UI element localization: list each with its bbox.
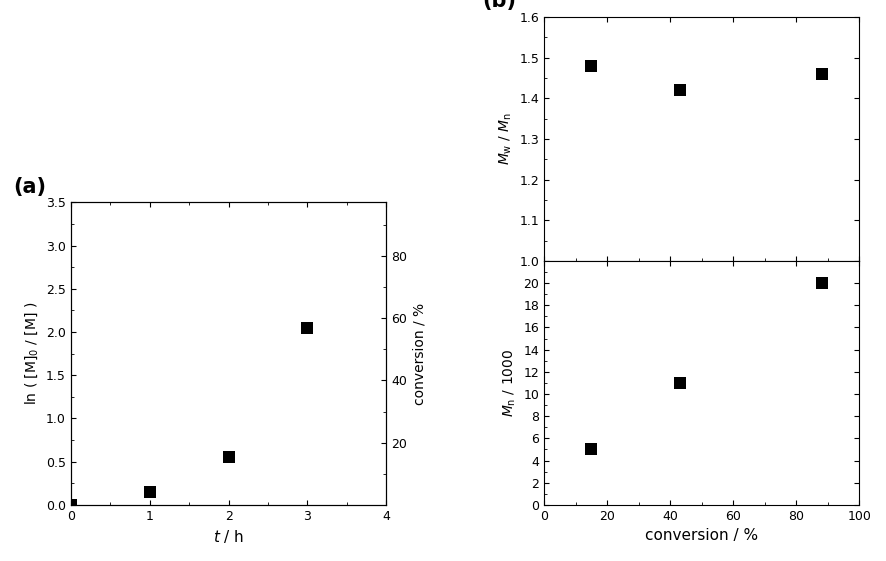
Point [222, 453, 236, 462]
Point [64, 500, 78, 509]
Point [814, 70, 828, 79]
Y-axis label: $M_\mathrm{w}$ / $M_\mathrm{n}$: $M_\mathrm{w}$ / $M_\mathrm{n}$ [497, 112, 514, 165]
Y-axis label: ln ( [M]$_0$ / [M] ): ln ( [M]$_0$ / [M] ) [24, 302, 41, 405]
Point [143, 488, 157, 496]
Y-axis label: $M_\mathrm{n}$ / 1000: $M_\mathrm{n}$ / 1000 [501, 349, 517, 417]
Point [672, 379, 687, 388]
Point [584, 61, 598, 70]
Point [814, 279, 828, 288]
Point [672, 86, 687, 95]
X-axis label: $t$ / h: $t$ / h [213, 528, 245, 545]
X-axis label: conversion / %: conversion / % [645, 528, 758, 543]
Text: (b): (b) [482, 0, 516, 11]
Text: (a): (a) [13, 177, 46, 197]
Point [584, 445, 598, 454]
Point [300, 323, 315, 332]
Y-axis label: conversion / %: conversion / % [413, 302, 427, 404]
